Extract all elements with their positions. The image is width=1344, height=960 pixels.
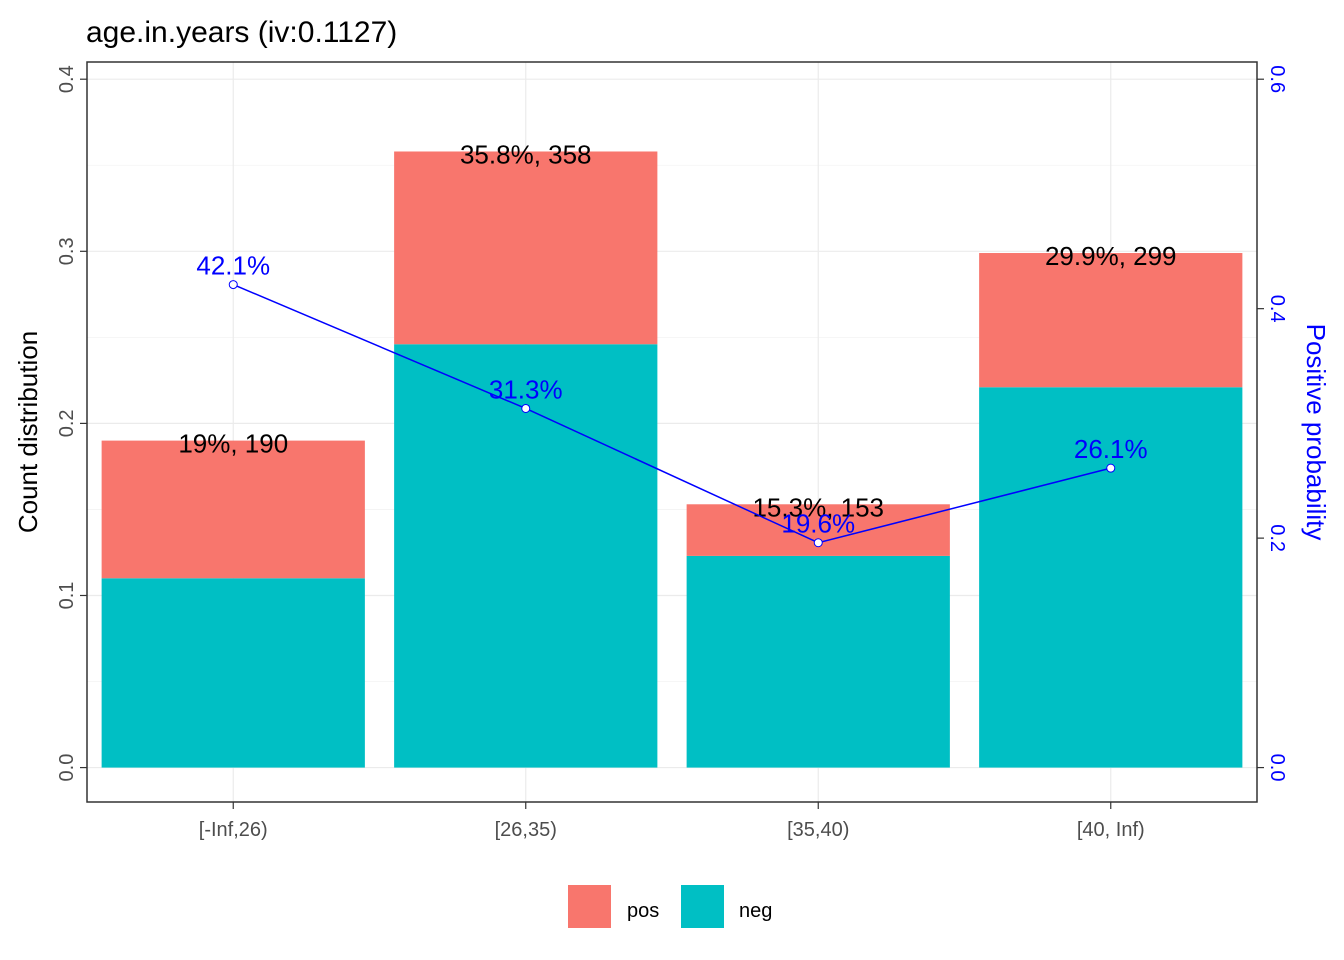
y-tick-label: 0.3 xyxy=(56,237,78,265)
legend: pos neg xyxy=(568,885,772,928)
bar-pos xyxy=(686,504,950,556)
probability-label: 31.3% xyxy=(489,374,563,404)
y2-tick-label: 0.4 xyxy=(1266,295,1288,323)
y2-axis-title: Positive probability xyxy=(1301,324,1331,541)
probability-labels: 42.1% 31.3% 19.6% 26.1% xyxy=(196,251,1147,539)
bar-neg xyxy=(686,555,950,768)
bars xyxy=(101,151,1243,768)
x-tick-label: [26,35) xyxy=(495,819,557,841)
probability-label: 42.1% xyxy=(196,251,270,281)
probability-label: 19.6% xyxy=(781,509,855,539)
legend-key-pos xyxy=(568,885,611,928)
legend-key-neg xyxy=(681,885,724,928)
legend-label-pos: pos xyxy=(627,900,659,922)
y2-tick-label: 0.0 xyxy=(1266,754,1288,782)
probability-point xyxy=(521,403,531,413)
plot-border xyxy=(86,61,1258,803)
bar-pos xyxy=(979,253,1243,388)
x-tick-label: [-Inf,26) xyxy=(199,819,268,841)
bar-neg xyxy=(394,344,658,768)
bar-total-label: 15.3%, 153 xyxy=(752,492,884,522)
legend-label-neg: neg xyxy=(739,900,772,922)
x-tick-label: [35,40) xyxy=(787,819,849,841)
probability-point xyxy=(813,538,823,548)
axes: 0.0 0.1 0.2 0.3 0.4 0.0 0.2 0.4 0.6 [-Inf,26) [26,… xyxy=(56,65,1288,841)
bar-neg xyxy=(101,578,365,768)
y2-tick-label: 0.2 xyxy=(1266,524,1288,552)
probability-line-layer xyxy=(228,280,1116,548)
y2-tick-label: 0.6 xyxy=(1266,65,1288,93)
bar-total-label: 29.9%, 299 xyxy=(1045,241,1177,271)
bar-pos xyxy=(394,151,658,345)
y-tick-label: 0.4 xyxy=(56,65,78,93)
probability-point xyxy=(1106,463,1116,473)
chart-title: age.in.years (iv:0.1127) xyxy=(86,16,397,49)
y-tick-label: 0.1 xyxy=(56,582,78,610)
probability-label: 26.1% xyxy=(1074,434,1148,464)
probability-point xyxy=(228,280,238,290)
y-tick-label: 0.0 xyxy=(56,754,78,782)
bar-pos xyxy=(101,440,365,579)
probability-line xyxy=(232,283,1111,544)
bar-labels: 19%, 190 35.8%, 358 15.3%, 153 29.9%, 299 xyxy=(178,139,1176,522)
bar-total-label: 35.8%, 358 xyxy=(460,139,592,169)
bar-neg xyxy=(979,387,1243,768)
x-tick-label: [40, Inf) xyxy=(1077,819,1145,841)
bar-total-label: 19%, 190 xyxy=(178,429,288,459)
y-tick-label: 0.2 xyxy=(56,409,78,437)
y-axis-title: Count distribution xyxy=(13,331,43,533)
